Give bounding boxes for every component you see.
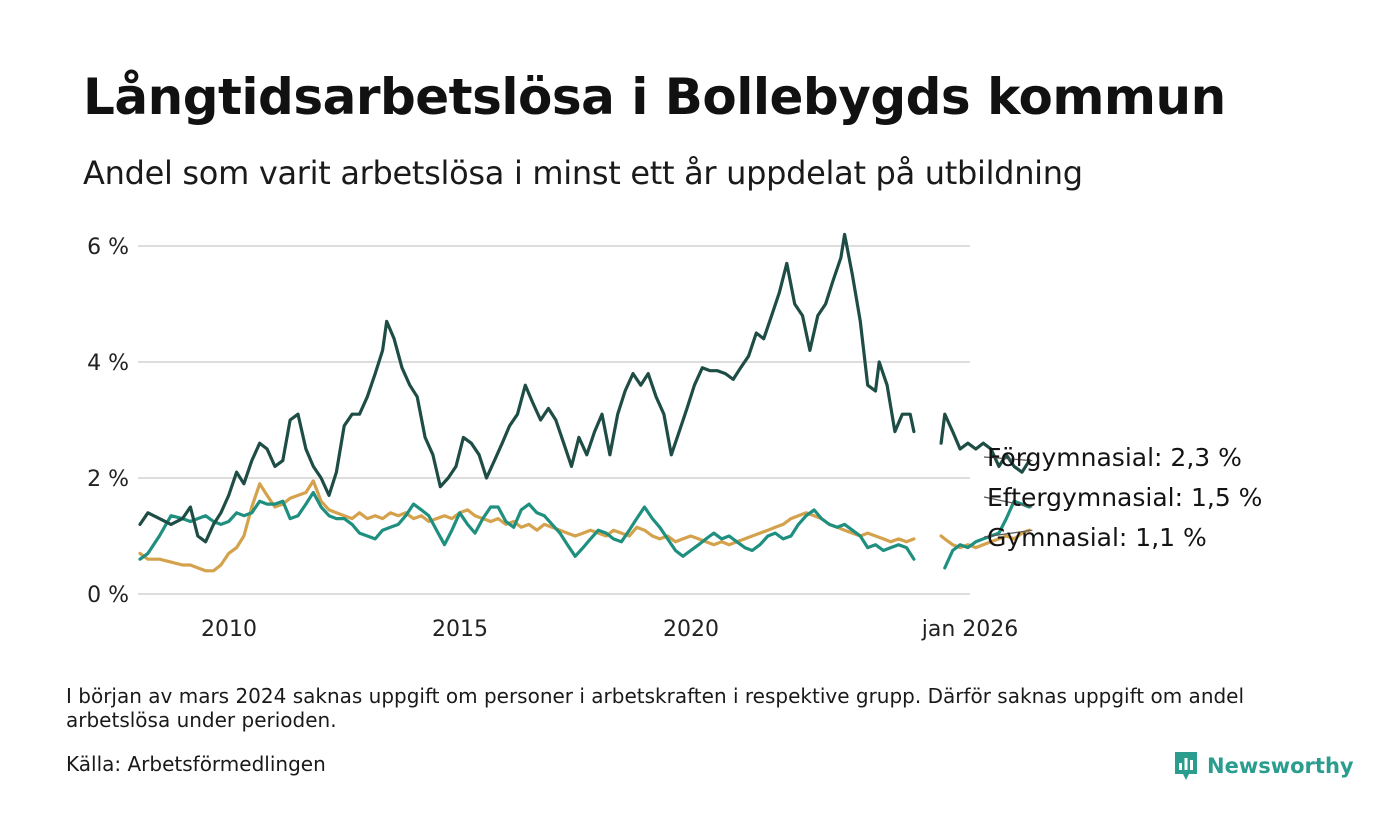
chart-subtitle: Andel som varit arbetslösa i minst ett å… — [83, 154, 1083, 192]
newsworthy-logo-text: Newsworthy — [1207, 754, 1354, 778]
x-axis-ticks: 2010 2015 2020 jan 2026 — [201, 617, 1018, 642]
y-tick-label: 6 % — [87, 235, 129, 260]
y-axis-ticks: 0 % 2 % 4 % 6 % — [87, 235, 129, 608]
end-labels: Förgymnasial: 2,3 % Eftergymnasial: 1,5 %… — [983, 443, 1262, 552]
y-tick-label: 0 % — [87, 583, 129, 608]
label-leader-eftergymnasial — [983, 496, 1033, 508]
label-leader-forgymnasial — [983, 456, 1033, 462]
series-line-eftergymnasial — [138, 490, 916, 561]
label-leader-gymnasial — [983, 529, 1033, 538]
series-line-forgymnasial — [138, 232, 916, 544]
newsworthy-logo-icon — [1175, 752, 1197, 780]
series-line-forgymnasial — [939, 412, 1031, 474]
newsworthy-logo[interactable]: Newsworthy — [1173, 748, 1354, 784]
footnote: I början av mars 2024 saknas uppgift om … — [66, 684, 1245, 732]
series-line-gymnasial — [138, 479, 916, 573]
y-tick-label: 4 % — [87, 351, 129, 376]
y-tick-label: 2 % — [87, 467, 129, 492]
end-label-forgymnasial: Förgymnasial: 2,3 % — [987, 443, 1242, 472]
source-credit: Källa: Arbetsförmedlingen — [66, 752, 326, 776]
series-line-eftergymnasial — [943, 499, 1031, 570]
line-chart: 0 % 2 % 4 % 6 % 2010 2015 2020 jan 2026 Förgym… — [87, 232, 1262, 642]
gridlines — [138, 245, 970, 595]
end-label-gymnasial: Gymnasial: 1,1 % — [987, 523, 1207, 552]
x-tick-label: 2010 — [201, 617, 257, 642]
end-label-eftergymnasial: Eftergymnasial: 1,5 % — [987, 483, 1262, 512]
x-tick-label: 2015 — [432, 617, 488, 642]
series-lines — [138, 232, 1031, 573]
x-tick-label: 2020 — [663, 617, 719, 642]
series-line-gymnasial — [939, 528, 1031, 550]
chart-title: Långtidsarbetslösa i Bollebygds kommun — [83, 68, 1226, 126]
x-tick-label: jan 2026 — [921, 617, 1019, 642]
